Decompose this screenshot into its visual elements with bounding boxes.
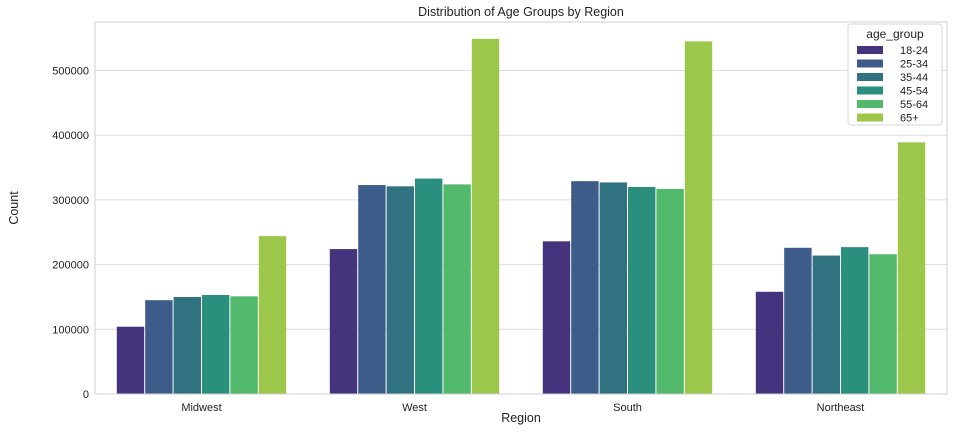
bar-northeast-55-64 [869, 254, 897, 394]
legend-title: age_group [866, 27, 924, 41]
x-tick-label: Northeast [817, 402, 865, 414]
bar-northeast-25-34 [784, 247, 812, 394]
legend-swatch [857, 113, 883, 122]
y-tick-label: 200000 [52, 260, 89, 272]
x-axis-label: Region [501, 411, 541, 425]
legend-swatch [857, 73, 883, 81]
legend-entry-label: 18-24 [900, 45, 928, 57]
bar-midwest-65plus [258, 236, 287, 394]
bar-northeast-18-24 [755, 291, 784, 394]
x-tick-label: West [402, 402, 427, 414]
bar-west-55-64 [443, 184, 471, 394]
legend-entry-label: 65+ [900, 113, 919, 125]
bar-south-65plus [684, 41, 713, 395]
bar-west-65plus [471, 38, 500, 395]
legend-entry-label: 55-64 [900, 99, 928, 111]
plot-frame [94, 21, 948, 395]
bar-northeast-65plus [897, 142, 926, 394]
y-axis-label: Count [7, 191, 21, 225]
y-tick-label: 500000 [52, 66, 89, 78]
y-axis-ticks: 0 100000 200000 300000 400000 500000 [52, 66, 89, 401]
x-tick-label: Midwest [181, 402, 221, 414]
bars [116, 38, 926, 395]
bar-south-35-44 [599, 182, 627, 394]
bar-northeast-45-54 [841, 247, 869, 394]
bar-south-45-54 [628, 186, 656, 394]
bar-south-18-24 [542, 241, 571, 394]
bar-midwest-45-54 [202, 295, 230, 394]
bar-midwest-35-44 [173, 296, 201, 394]
bar-south-55-64 [656, 188, 684, 394]
bar-west-25-34 [358, 185, 386, 394]
x-tick-label: South [613, 402, 642, 414]
legend-swatch [857, 46, 883, 54]
legend-entry-label: 35-44 [900, 72, 928, 84]
bar-west-45-54 [415, 178, 443, 394]
legend-swatch [857, 59, 883, 68]
bar-west-18-24 [329, 249, 358, 394]
bar-northeast-35-44 [812, 255, 840, 394]
y-tick-label: 300000 [52, 195, 89, 207]
legend-entry-label: 25-34 [900, 59, 928, 71]
bar-south-25-34 [571, 181, 599, 394]
legend-swatch [857, 86, 883, 95]
y-tick-label: 100000 [52, 324, 89, 336]
chart-title: Distribution of Age Groups by Region [418, 5, 624, 19]
legend-entry-label: 45-54 [900, 86, 928, 98]
bar-west-35-44 [386, 186, 414, 394]
x-axis-ticks: Midwest West South Northeast [181, 402, 864, 414]
bar-midwest-55-64 [230, 296, 258, 394]
y-tick-label: 400000 [52, 130, 89, 142]
bar-midwest-18-24 [116, 326, 145, 394]
legend-swatch [857, 100, 883, 108]
bar-midwest-25-34 [145, 300, 173, 394]
y-tick-label: 0 [83, 389, 89, 401]
